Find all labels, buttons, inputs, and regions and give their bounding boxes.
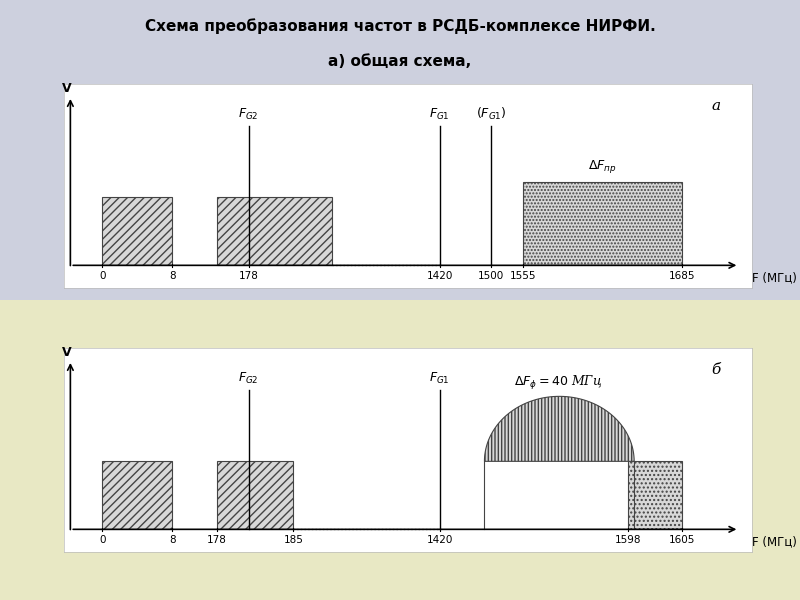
Bar — [522, 182, 682, 265]
Text: 0: 0 — [99, 271, 106, 281]
Text: 1555: 1555 — [510, 271, 536, 281]
Text: $F_{G1}$: $F_{G1}$ — [430, 107, 450, 122]
Text: $F_{G2}$: $F_{G2}$ — [238, 371, 259, 386]
Bar — [102, 197, 172, 265]
Text: $F_{G2}$: $F_{G2}$ — [238, 107, 259, 122]
Text: 8: 8 — [169, 535, 176, 545]
Text: а: а — [711, 99, 720, 113]
Text: $\Delta F_{\mathit{пр}}$: $\Delta F_{\mathit{пр}}$ — [588, 158, 617, 175]
Bar — [217, 197, 331, 265]
Text: $\Delta F_{\phi} = 40$ МГц: $\Delta F_{\phi} = 40$ МГц — [514, 374, 602, 392]
Text: 178: 178 — [239, 271, 258, 281]
Bar — [217, 461, 294, 529]
Text: а) общая схема,: а) общая схема, — [328, 54, 472, 69]
Text: 1685: 1685 — [669, 271, 695, 281]
Text: 0: 0 — [99, 535, 106, 545]
Text: F (МГц): F (МГц) — [752, 271, 797, 284]
Text: V: V — [62, 82, 72, 95]
Text: $F_{G1}$: $F_{G1}$ — [430, 371, 450, 386]
Text: 1605: 1605 — [669, 535, 695, 545]
Text: 185: 185 — [283, 535, 303, 545]
Bar — [102, 461, 172, 529]
Text: 8: 8 — [169, 271, 176, 281]
Text: 1420: 1420 — [426, 535, 453, 545]
Text: б) схема приема сигналов НКА ГЛОНАСС с внешним фильтром: б) схема приема сигналов НКА ГЛОНАСС с в… — [123, 87, 677, 103]
Text: $(F_{G1})$: $(F_{G1})$ — [475, 106, 506, 122]
Text: Схема преобразования частот в РСДБ-комплексе НИРФИ.: Схема преобразования частот в РСДБ-компл… — [145, 18, 655, 34]
Text: 1598: 1598 — [614, 535, 641, 545]
Bar — [628, 461, 682, 529]
Text: 1420: 1420 — [426, 271, 453, 281]
Text: 178: 178 — [207, 535, 227, 545]
Text: 1500: 1500 — [478, 271, 504, 281]
Text: F (МГц): F (МГц) — [752, 535, 797, 548]
Text: V: V — [62, 346, 72, 359]
Polygon shape — [485, 397, 634, 461]
Text: б: б — [711, 363, 720, 377]
